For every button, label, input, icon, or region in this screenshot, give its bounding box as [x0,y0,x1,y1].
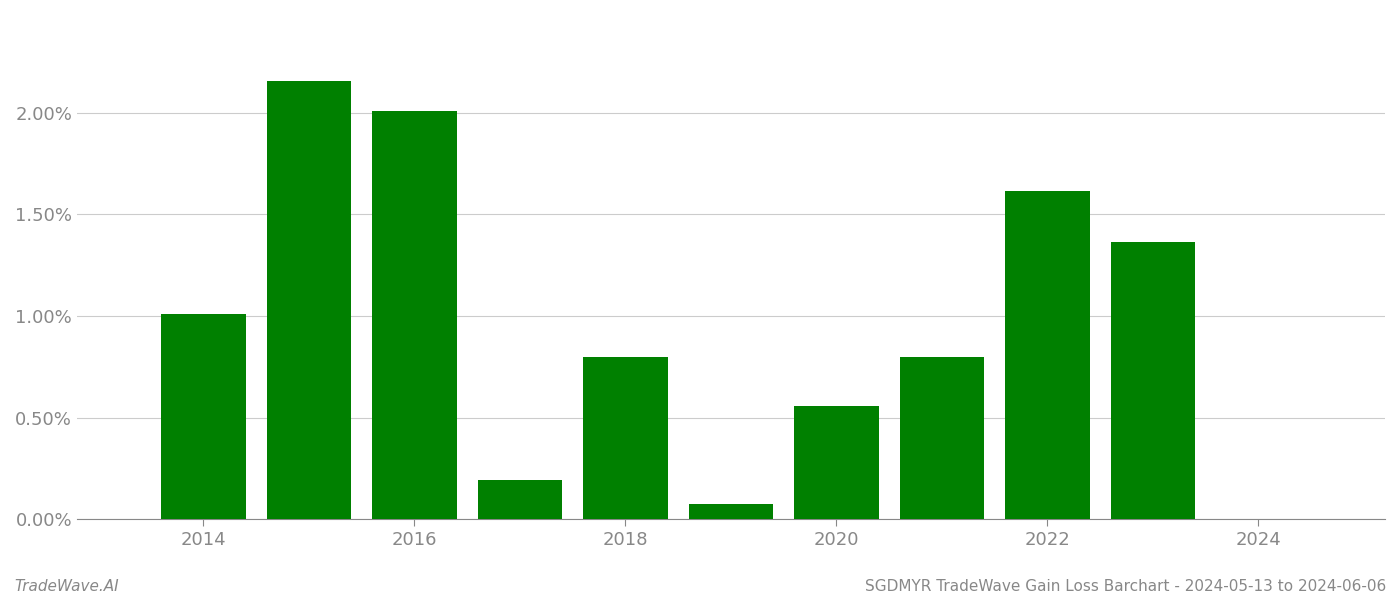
Text: TradeWave.AI: TradeWave.AI [14,579,119,594]
Bar [794,406,879,519]
Bar [267,81,351,519]
Bar [1110,242,1196,519]
Bar [1005,191,1089,519]
Bar [477,479,563,519]
Bar [372,112,456,519]
Bar [161,314,245,519]
Bar [689,504,773,519]
Bar [900,356,984,519]
Bar [584,356,668,519]
Text: SGDMYR TradeWave Gain Loss Barchart - 2024-05-13 to 2024-06-06: SGDMYR TradeWave Gain Loss Barchart - 20… [865,579,1386,594]
